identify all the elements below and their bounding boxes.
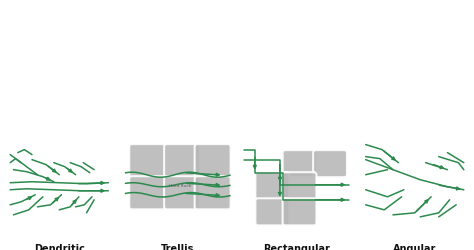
FancyBboxPatch shape — [313, 150, 347, 178]
FancyBboxPatch shape — [195, 144, 231, 178]
FancyBboxPatch shape — [255, 198, 289, 226]
Text: Angular: Angular — [393, 243, 437, 250]
FancyBboxPatch shape — [195, 176, 231, 210]
Text: Dendritic: Dendritic — [34, 243, 85, 250]
FancyBboxPatch shape — [283, 198, 317, 226]
Text: Rectangular: Rectangular — [263, 243, 330, 250]
Text: Hard Rock: Hard Rock — [169, 183, 191, 187]
FancyBboxPatch shape — [283, 150, 317, 178]
FancyBboxPatch shape — [129, 144, 165, 178]
Text: Trellis: Trellis — [161, 243, 194, 250]
FancyBboxPatch shape — [129, 176, 165, 210]
FancyBboxPatch shape — [255, 172, 289, 200]
FancyBboxPatch shape — [164, 176, 200, 210]
FancyBboxPatch shape — [283, 172, 317, 200]
FancyBboxPatch shape — [164, 144, 200, 178]
